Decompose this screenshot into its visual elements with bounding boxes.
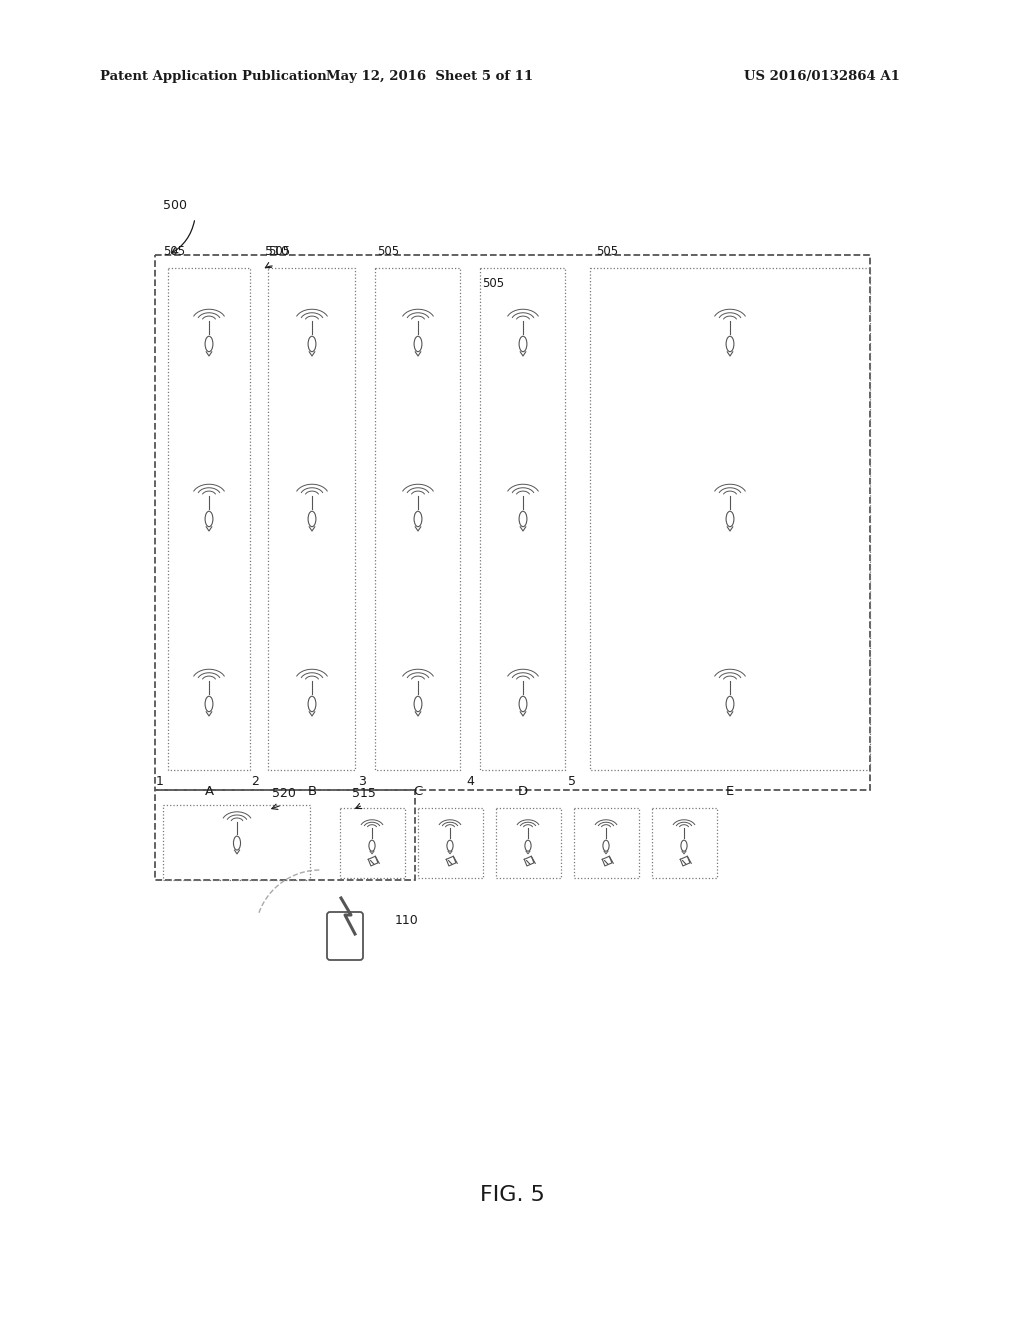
Text: 520: 520 <box>272 787 296 800</box>
Text: 505: 505 <box>377 246 399 257</box>
Text: A: A <box>205 785 214 799</box>
Text: 510: 510 <box>265 246 289 257</box>
Text: 505: 505 <box>268 246 290 257</box>
Bar <box>418 808 483 878</box>
Bar <box>375 268 460 770</box>
Bar <box>155 255 870 789</box>
Text: E: E <box>726 785 734 799</box>
Text: D: D <box>518 785 528 799</box>
Text: 5: 5 <box>568 775 575 788</box>
Text: 110: 110 <box>395 913 419 927</box>
Text: 3: 3 <box>358 775 366 788</box>
Text: May 12, 2016  Sheet 5 of 11: May 12, 2016 Sheet 5 of 11 <box>327 70 534 83</box>
Text: 505: 505 <box>163 246 185 257</box>
Text: 500: 500 <box>163 199 187 213</box>
Text: 505: 505 <box>482 277 504 290</box>
Bar <box>340 808 406 878</box>
Bar <box>155 789 415 880</box>
Bar <box>168 268 250 770</box>
Bar <box>268 268 355 770</box>
Text: 505: 505 <box>596 246 618 257</box>
Text: 515: 515 <box>352 787 376 800</box>
Text: Patent Application Publication: Patent Application Publication <box>100 70 327 83</box>
Text: US 2016/0132864 A1: US 2016/0132864 A1 <box>744 70 900 83</box>
Bar <box>652 808 717 878</box>
Text: 2: 2 <box>251 775 259 788</box>
Text: 1: 1 <box>156 775 164 788</box>
Text: FIG. 5: FIG. 5 <box>479 1185 545 1205</box>
Text: C: C <box>414 785 423 799</box>
Bar <box>480 268 565 770</box>
Bar <box>590 268 870 770</box>
Bar <box>496 808 561 878</box>
Text: 4: 4 <box>466 775 474 788</box>
Bar <box>163 805 310 880</box>
Text: B: B <box>307 785 316 799</box>
Bar <box>574 808 639 878</box>
